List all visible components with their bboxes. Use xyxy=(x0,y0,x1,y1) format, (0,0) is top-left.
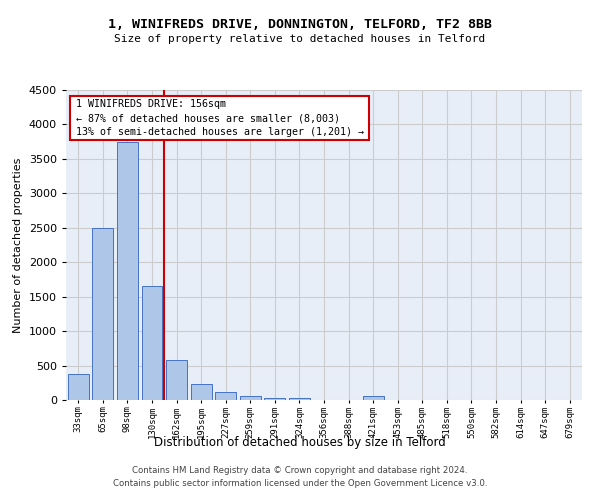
Text: 1, WINIFREDS DRIVE, DONNINGTON, TELFORD, TF2 8BB: 1, WINIFREDS DRIVE, DONNINGTON, TELFORD,… xyxy=(108,18,492,30)
FancyBboxPatch shape xyxy=(70,96,370,140)
Text: Size of property relative to detached houses in Telford: Size of property relative to detached ho… xyxy=(115,34,485,43)
Y-axis label: Number of detached properties: Number of detached properties xyxy=(13,158,23,332)
Bar xyxy=(362,396,383,400)
Bar xyxy=(289,398,310,400)
Text: Contains HM Land Registry data © Crown copyright and database right 2024.
Contai: Contains HM Land Registry data © Crown c… xyxy=(113,466,487,487)
Text: Distribution of detached houses by size in Telford: Distribution of detached houses by size … xyxy=(154,436,446,449)
Bar xyxy=(215,392,236,400)
Bar xyxy=(68,374,89,400)
Bar xyxy=(240,396,261,400)
Bar xyxy=(92,228,113,400)
Bar xyxy=(166,360,187,400)
Bar xyxy=(117,142,138,400)
Bar xyxy=(265,398,286,400)
Bar xyxy=(142,286,163,400)
Text: 1 WINIFREDS DRIVE: 156sqm
← 87% of detached houses are smaller (8,003)
13% of se: 1 WINIFREDS DRIVE: 156sqm ← 87% of detac… xyxy=(76,100,364,138)
Bar xyxy=(191,384,212,400)
